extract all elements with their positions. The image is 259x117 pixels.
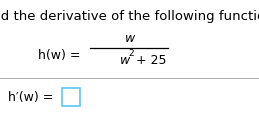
Text: + 25: + 25 [132,53,167,66]
Text: h(w) =: h(w) = [38,49,80,62]
Text: w: w [120,53,130,66]
Text: 2: 2 [128,49,134,58]
Text: w: w [125,31,135,44]
Text: h′(w) =: h′(w) = [8,91,53,104]
Text: Find the derivative of the following function.: Find the derivative of the following fun… [0,10,259,23]
Bar [62,88,80,106]
